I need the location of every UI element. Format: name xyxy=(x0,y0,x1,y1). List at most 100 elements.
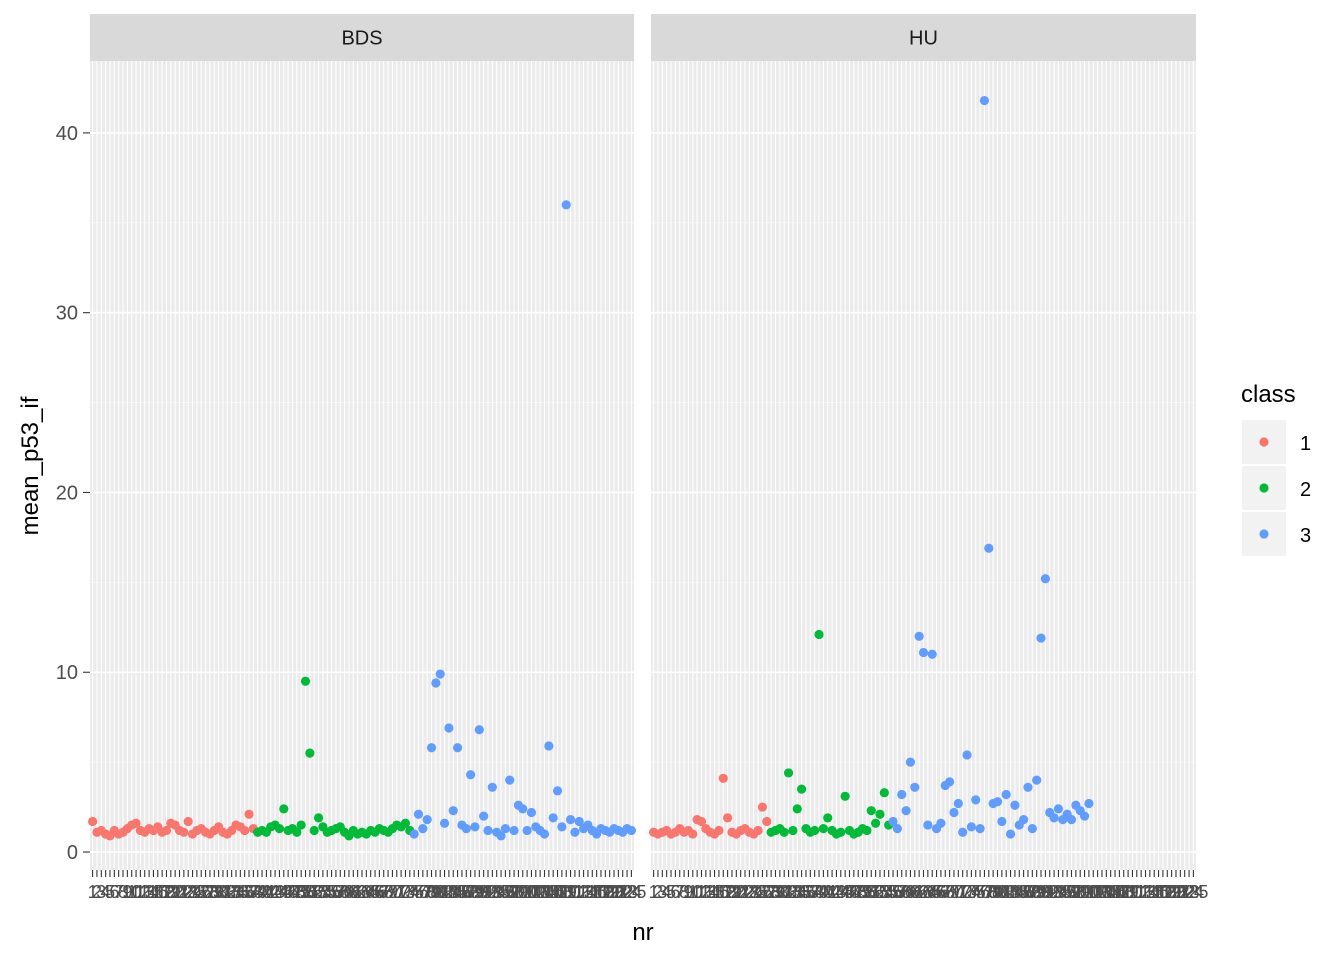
data-point xyxy=(923,820,933,830)
x-tick-label: 81 xyxy=(430,882,450,902)
category-gridlines xyxy=(653,61,1194,870)
facet-strip-label: BDS xyxy=(341,28,382,50)
x-tick-label: 22 xyxy=(174,882,194,902)
x-tick-label: 63 xyxy=(352,882,372,902)
data-point xyxy=(714,825,724,836)
x-tick-label: 93 xyxy=(482,882,502,902)
data-point xyxy=(1019,815,1029,825)
data-point xyxy=(962,750,972,760)
x-tick-label: 117 xyxy=(582,882,611,902)
data-point xyxy=(487,782,497,792)
x-tick-label: 40 xyxy=(813,882,833,902)
x-tick-label: 71 xyxy=(948,882,968,902)
x-tick-label: 122 xyxy=(603,882,633,902)
data-point xyxy=(1005,829,1016,839)
x-tick-label: 125 xyxy=(1178,882,1208,902)
x-tick-label: 99 xyxy=(508,882,528,902)
y-tick-label: 40 xyxy=(56,123,78,145)
data-point xyxy=(1036,633,1046,643)
x-tick-label: 91 xyxy=(1035,882,1055,902)
data-point xyxy=(470,822,480,832)
x-tick-label: 32 xyxy=(217,882,237,902)
x-tick-label: 17 xyxy=(152,882,172,902)
data-point xyxy=(496,831,506,841)
data-point xyxy=(910,782,920,792)
x-tick-label: 111 xyxy=(1119,882,1146,902)
x-tick-label: 74 xyxy=(400,882,420,902)
data-point xyxy=(875,809,885,819)
x-tick-label: 97 xyxy=(1061,882,1081,902)
data-point xyxy=(797,784,807,794)
x-tick-label: 49 xyxy=(853,882,873,902)
data-point xyxy=(548,813,558,823)
x-tick-label: 82 xyxy=(435,882,455,902)
data-point xyxy=(696,816,707,827)
data-point xyxy=(526,807,537,818)
x-tick-label: 52 xyxy=(304,882,324,902)
x-tick-label: 90 xyxy=(469,882,489,902)
series-class2 xyxy=(253,676,415,841)
x-tick-label: 10 xyxy=(683,882,703,902)
data-point xyxy=(552,786,563,796)
x-tick-label: 4 xyxy=(662,882,672,902)
x-tick-label: 94 xyxy=(1048,882,1068,902)
data-point xyxy=(901,806,911,816)
x-tick-label: 110 xyxy=(1114,882,1143,902)
data-point xyxy=(300,676,311,686)
x-tick-label: 30 xyxy=(770,882,790,902)
data-point xyxy=(413,809,424,819)
data-point xyxy=(1079,811,1090,821)
legend: class 1 2 3 xyxy=(1241,381,1311,556)
x-tick-label: 98 xyxy=(1066,882,1086,902)
data-point xyxy=(452,743,463,753)
data-point xyxy=(574,816,584,827)
x-tick-label: 28 xyxy=(200,882,220,902)
x-tick-label: 21 xyxy=(731,882,751,902)
x-tick-label: 108 xyxy=(1104,882,1134,902)
x-tick-label: 16 xyxy=(148,882,168,902)
x-tick-label: 109 xyxy=(547,882,577,902)
x-tick-label: 99 xyxy=(1070,882,1090,902)
x-tick-label: 13 xyxy=(696,882,716,902)
data-point xyxy=(483,825,493,836)
x-tick-label: 93 xyxy=(1044,882,1064,902)
data-point xyxy=(840,791,850,801)
x-tick-labels: 1234567891011121314151617181920212223242… xyxy=(649,882,1209,902)
x-tick-label: 53 xyxy=(870,882,890,902)
x-tick-label: 41 xyxy=(256,882,276,902)
x-tick-label: 84 xyxy=(443,882,463,902)
major-gridlines xyxy=(651,132,1196,853)
x-tick-label: 8 xyxy=(118,882,128,902)
x-tick-label: 31 xyxy=(213,882,233,902)
x-tick-label: 84 xyxy=(1005,882,1025,902)
x-tick-label: 4 xyxy=(101,882,111,902)
x-tick-label: 49 xyxy=(291,882,311,902)
data-point xyxy=(862,825,872,836)
x-tick-label: 62 xyxy=(348,882,368,902)
x-tick-label: 68 xyxy=(374,882,394,902)
x-tick-label: 60 xyxy=(339,882,359,902)
data-point xyxy=(975,824,985,834)
x-tick-label: 24 xyxy=(183,882,203,902)
x-tick-label: 119 xyxy=(591,882,620,902)
x-tick-label: 104 xyxy=(525,882,555,902)
x-tick-label: 112 xyxy=(1122,882,1151,902)
x-tick-label: 5 xyxy=(666,882,676,902)
data-point xyxy=(500,824,510,834)
x-tick-label: 61 xyxy=(905,882,925,902)
data-point xyxy=(945,777,955,787)
x-tick-label: 96 xyxy=(495,882,515,902)
x-tick-label: 85 xyxy=(448,882,468,902)
x-tick-label: 90 xyxy=(1031,882,1051,902)
legend-item-1: 1 xyxy=(1242,420,1311,464)
data-point xyxy=(509,825,519,836)
data-point xyxy=(435,669,445,679)
data-point xyxy=(1066,815,1077,825)
data-point xyxy=(1049,813,1059,823)
x-tick-label: 124 xyxy=(612,882,642,902)
x-tick-label: 122 xyxy=(1165,882,1195,902)
data-point xyxy=(305,748,315,758)
x-tick-label: 120 xyxy=(1157,882,1187,902)
x-tick-label: 103 xyxy=(521,882,551,902)
data-point xyxy=(814,629,824,640)
